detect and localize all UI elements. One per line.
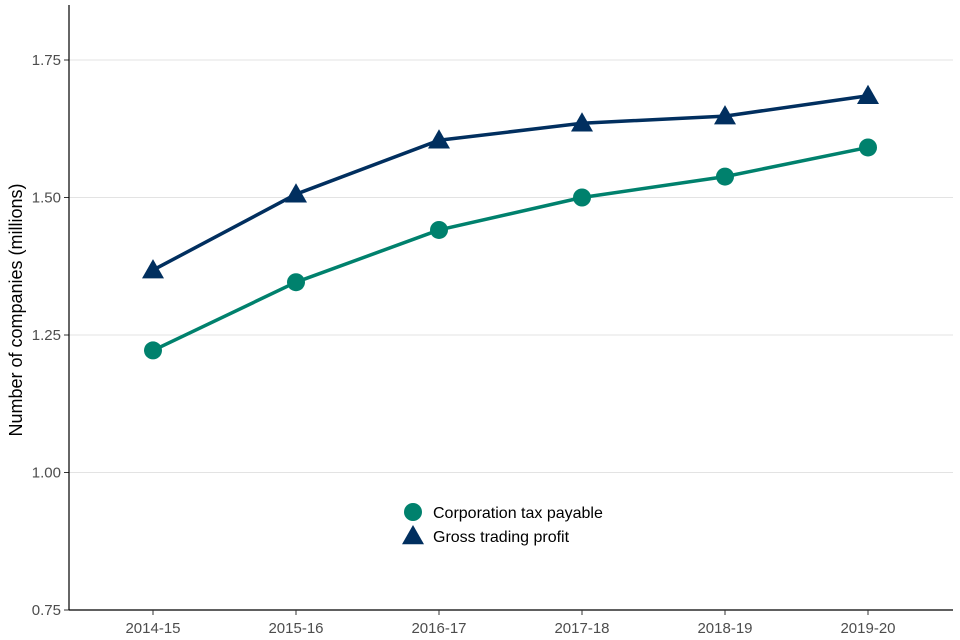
x-tick-label: 2018-19 (697, 620, 752, 637)
series-corporation-tax-payable (144, 138, 877, 360)
triangle-point (714, 105, 736, 125)
y-tick-label: 1.75 (32, 52, 61, 69)
x-tick-label: 2016-17 (411, 620, 466, 637)
series-gross-trading-profit (142, 84, 879, 279)
legend-item: Corporation tax payable (404, 503, 603, 522)
y-tick-label: 1.50 (32, 190, 61, 207)
y-tick-label: 0.75 (32, 602, 61, 619)
x-tick-label: 2015-16 (268, 620, 323, 637)
x-tick-label: 2017-18 (554, 620, 609, 637)
series-layer (142, 84, 879, 360)
triangle-point (857, 84, 879, 104)
y-axis-title: Number of companies (millions) (6, 183, 26, 436)
legend-label: Gross trading profit (433, 529, 570, 546)
y-tick-label: 1.25 (32, 327, 61, 344)
circle-point (430, 220, 448, 239)
series-line (152, 94, 869, 272)
circle-point (144, 341, 162, 360)
triangle-point (285, 183, 307, 203)
legend-triangle-icon (402, 525, 424, 545)
legend-label: Corporation tax payable (433, 505, 603, 522)
legend-item: Gross trading profit (402, 525, 570, 546)
circle-point (859, 138, 877, 157)
y-tick-label: 1.00 (32, 465, 61, 482)
x-tick-label: 2014-15 (125, 620, 180, 637)
legend-circle-icon (404, 503, 422, 521)
x-tick-label: 2019-20 (840, 620, 895, 637)
triangle-point (571, 112, 593, 132)
circle-point (287, 273, 305, 292)
series-line (152, 145, 869, 352)
triangle-point (428, 129, 450, 149)
circle-point (716, 167, 734, 186)
circle-point (573, 188, 591, 207)
triangle-point (142, 259, 164, 279)
gridlines (69, 59, 953, 473)
y-axis: 0.75 1.00 1.25 1.50 1.75 (32, 5, 70, 619)
x-axis: 2014-15 2015-16 2016-17 2017-18 2018-19 2019-… (69, 609, 953, 637)
legend: Corporation tax payable Gross trading pro… (402, 503, 603, 546)
